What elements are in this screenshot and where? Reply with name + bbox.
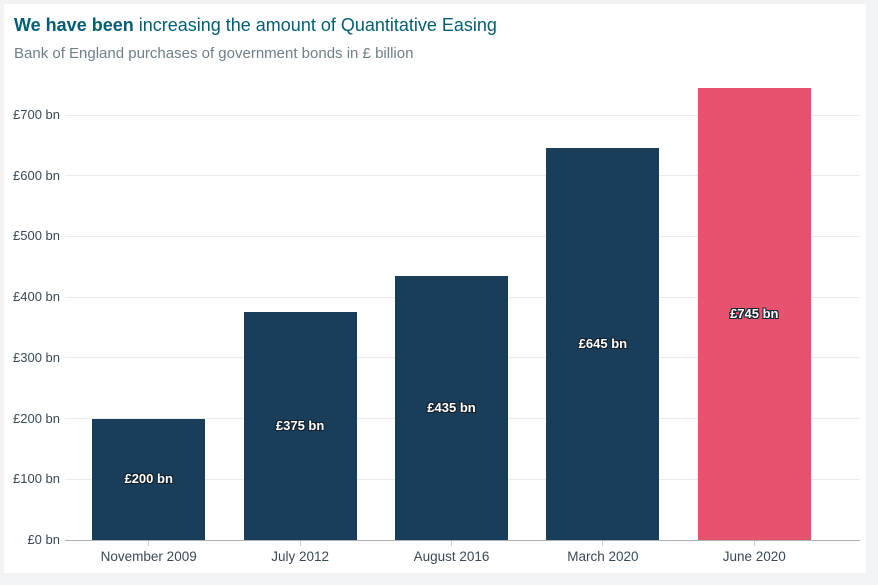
bar-value-label: £435 bn [427, 399, 476, 415]
chart-title-rest: increasing the amount of Quantitative Ea… [133, 15, 497, 35]
y-axis-tick-label: £0 bn [27, 532, 60, 547]
x-axis-line [65, 540, 860, 541]
chart-subtitle: Bank of England purchases of government … [14, 45, 414, 62]
x-axis-category-label: November 2009 [100, 549, 197, 564]
bar-chart: £0 bn £100 bn £200 bn £300 bn £400 bn £500 bn… [4, 4, 866, 573]
chart-card: We have been increasing the amount of Qu… [4, 4, 866, 573]
x-axis-tick [602, 541, 604, 546]
chart-title: We have been increasing the amount of Qu… [14, 15, 497, 36]
y-axis-tick-label: £700 bn [13, 107, 60, 122]
gridline [65, 114, 860, 116]
y-axis-tick-label: £400 bn [13, 289, 60, 305]
bar-value-label: £375 bn [275, 418, 325, 434]
x-axis-category-label: June 2020 [722, 549, 786, 564]
bar [243, 312, 357, 540]
bar-value-label: £645 bn [578, 336, 628, 352]
bar [395, 275, 508, 540]
bar [546, 148, 660, 540]
y-axis-tick-label: £200 bn [13, 410, 60, 426]
x-axis-tick [451, 541, 452, 546]
y-axis-tick-label: £100 bn [13, 471, 60, 487]
bar-value-label: £200 bn [124, 471, 173, 487]
x-axis-category-label: August 2016 [413, 549, 490, 564]
y-axis-tick-label: £300 bn [13, 349, 60, 365]
chart-title-emphasis: We have been [14, 15, 134, 35]
gridline [65, 235, 860, 237]
x-axis-tick [299, 541, 301, 546]
x-axis-tick [753, 541, 755, 546]
x-axis-tick [148, 541, 150, 546]
x-axis-category-label: July 2012 [271, 549, 329, 564]
y-axis-tick-label: £600 bn [13, 167, 60, 183]
bar-value-label: £745 bn [730, 305, 779, 321]
x-axis-category-label: March 2020 [567, 549, 639, 564]
gridline [65, 175, 860, 177]
bar-highlighted [697, 87, 811, 540]
bar [92, 418, 206, 540]
y-axis-tick-label: £500 bn [13, 228, 60, 244]
